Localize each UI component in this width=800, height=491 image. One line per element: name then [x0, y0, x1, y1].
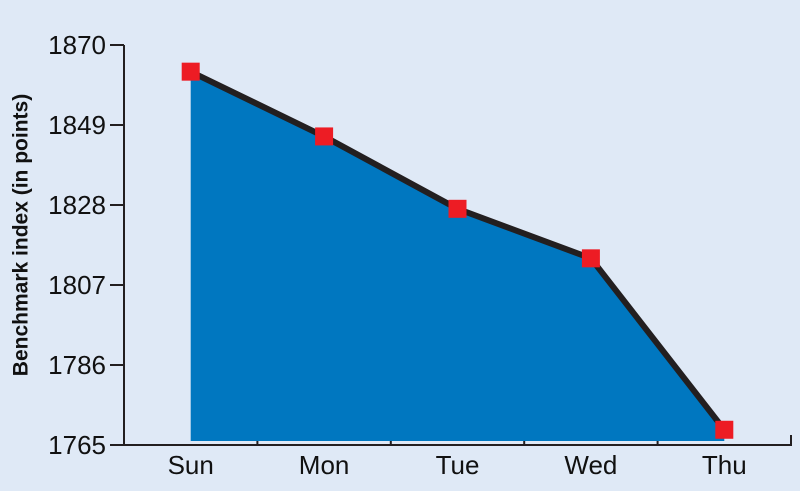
x-tick-label: Thu [702, 450, 747, 480]
marker [315, 127, 334, 146]
marker [448, 199, 467, 218]
y-tick-label: 1786 [48, 350, 106, 380]
marker [581, 249, 600, 268]
y-tick-label: 1765 [48, 430, 106, 460]
y-axis-title: Benchmark index (in points) [10, 94, 33, 376]
x-tick-label: Mon [299, 450, 350, 480]
x-tick-label: Tue [436, 450, 480, 480]
marker [715, 420, 734, 439]
y-tick-label: 1849 [48, 110, 106, 140]
x-tick-label: Wed [564, 450, 617, 480]
marker [181, 62, 200, 81]
area [190, 71, 725, 442]
y-tick-label: 1807 [48, 270, 106, 300]
y-tick-label: 1828 [48, 190, 106, 220]
x-tick-label: Sun [168, 450, 214, 480]
y-tick-label: 1870 [48, 30, 106, 60]
